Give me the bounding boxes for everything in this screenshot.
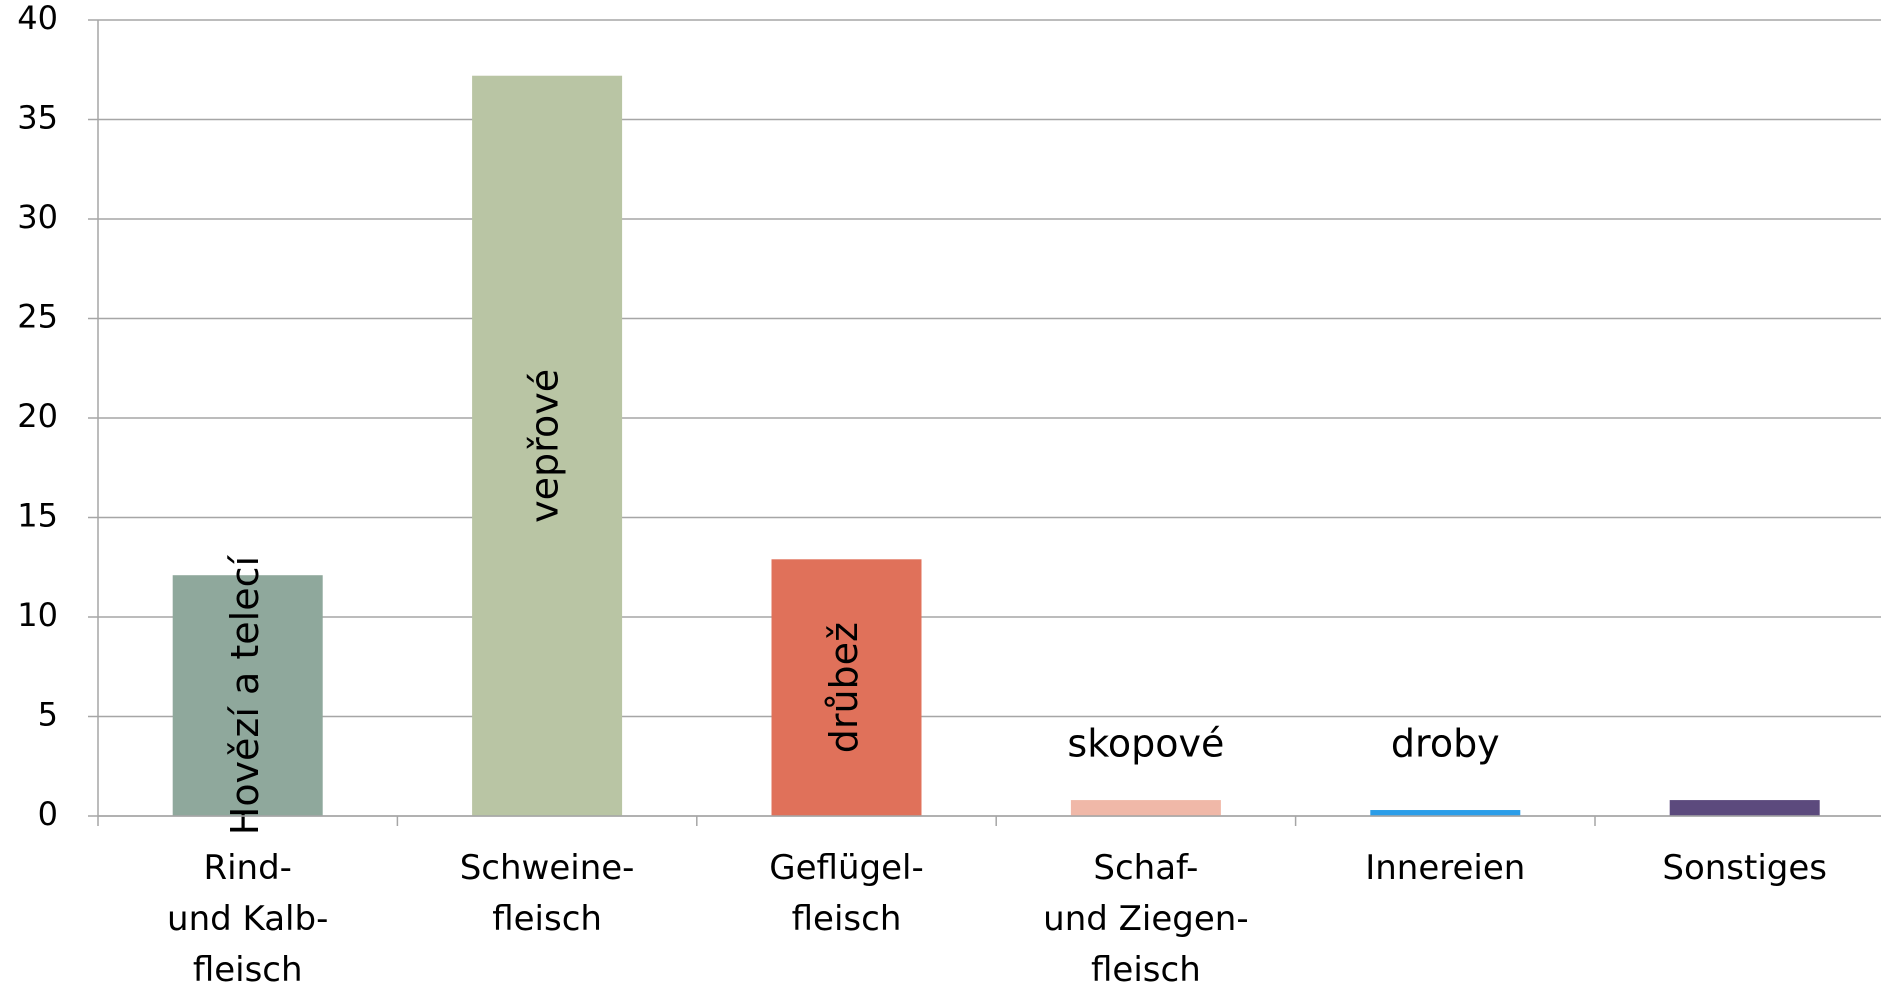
x-tick-label: Geflügel-fleisch	[769, 848, 923, 939]
bar-label: drůbež	[822, 622, 866, 753]
bar	[1370, 810, 1521, 816]
y-tick-label: 0	[38, 795, 58, 833]
y-tick-label: 10	[17, 596, 58, 634]
y-tick-label: 30	[17, 198, 58, 236]
bar	[771, 559, 922, 816]
bar-label: droby	[1391, 722, 1500, 766]
y-tick-label: 40	[17, 0, 58, 37]
y-tick-label: 35	[17, 99, 58, 137]
y-tick-label: 20	[17, 397, 58, 435]
x-tick-label: Innereien	[1365, 848, 1525, 888]
bar	[472, 75, 623, 817]
bar	[1669, 800, 1820, 816]
x-tick-label: Schweine-fleisch	[460, 848, 635, 939]
x-tick-label: Sonstiges	[1662, 848, 1827, 888]
bar	[1070, 800, 1221, 816]
y-tick-label: 5	[38, 696, 58, 734]
y-tick-label: 25	[17, 298, 58, 336]
x-tick-label: Schaf-und Ziegen-fleisch	[1043, 848, 1248, 990]
bar-label: vepřové	[523, 369, 567, 523]
x-tick-label: Rind-und Kalb-fleisch	[167, 848, 328, 990]
bar-label: Hovězí a telecí	[223, 555, 267, 836]
y-tick-label: 15	[17, 497, 58, 535]
bar-label: skopové	[1067, 722, 1224, 766]
bar	[172, 575, 323, 816]
